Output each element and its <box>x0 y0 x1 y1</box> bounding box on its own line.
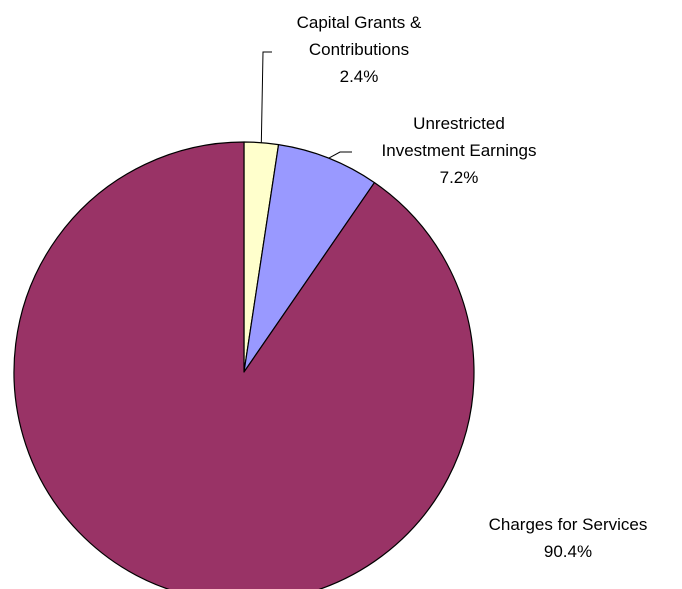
leader-lines <box>260 51 352 159</box>
leader-line-capital-grants <box>260 51 272 143</box>
slice-label-capital-grants-line-1: Capital Grants & <box>297 13 422 32</box>
slice-charges-for-services <box>13 141 475 589</box>
slice-percent-capital-grants: 2.4% <box>340 67 379 86</box>
slice-label-investment-earnings-line-2: Investment Earnings <box>382 141 537 160</box>
slice-labels: Capital Grants & Contributions 2.4% Unre… <box>297 13 648 561</box>
pie-slices <box>13 141 475 589</box>
slice-label-capital-grants-line-2: Contributions <box>309 40 409 59</box>
slice-label-charges-for-services: Charges for Services <box>489 515 648 534</box>
slice-label-investment-earnings-line-1: Unrestricted <box>413 114 505 133</box>
leader-line-investment-earnings <box>328 151 352 159</box>
slice-investment-earnings <box>243 144 376 373</box>
slice-percent-investment-earnings: 7.2% <box>440 168 479 187</box>
slice-percent-charges-for-services: 90.4% <box>544 542 592 561</box>
